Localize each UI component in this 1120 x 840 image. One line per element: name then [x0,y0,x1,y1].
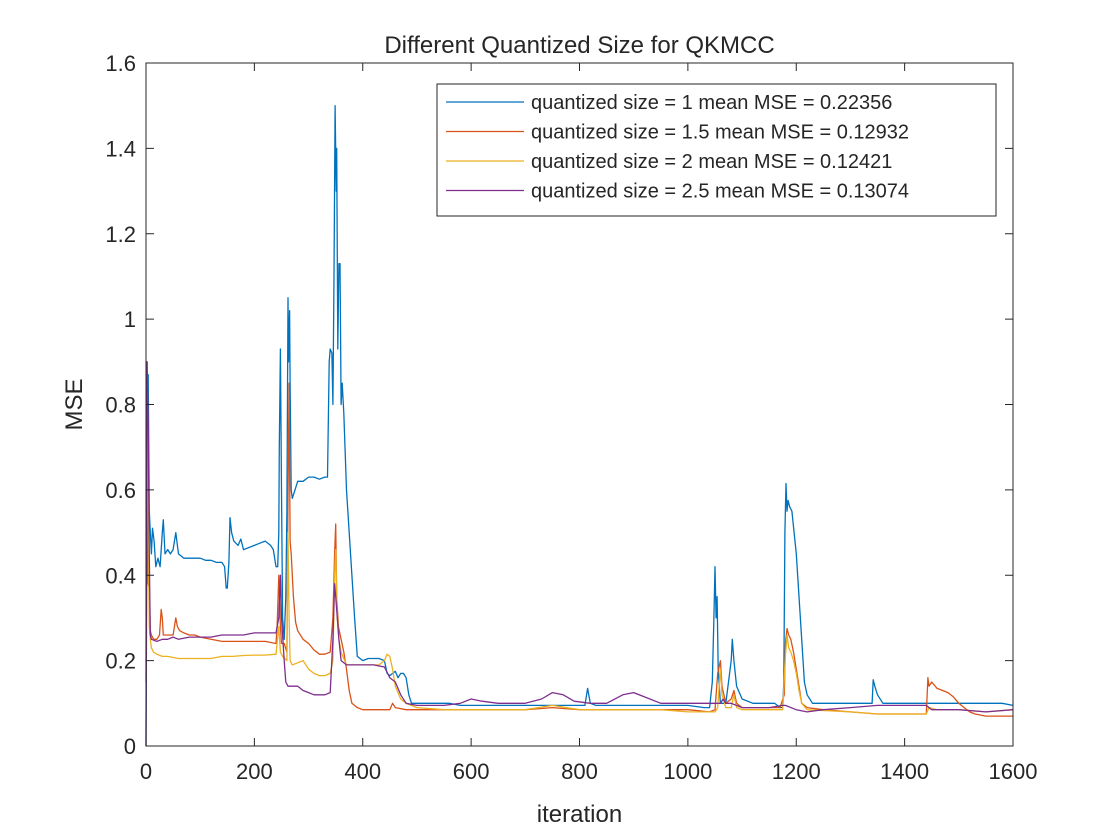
x-tick-label: 1600 [989,759,1038,784]
legend-label-1: quantized size = 1 mean MSE = 0.22356 [531,92,892,114]
y-tick-label: 1.2 [105,222,136,247]
chart-title: Different Quantized Size for QKMCC [384,32,774,59]
legend-label-2: quantized size = 1.5 mean MSE = 0.12932 [531,122,909,144]
legend-label-3: quantized size = 2 mean MSE = 0.12421 [531,151,892,173]
series-line-3 [145,361,1014,715]
y-axis-label: MSE [61,378,88,430]
legend: quantized size = 1 mean MSE = 0.22356 qua… [436,83,997,217]
y-tick-label: 1.4 [105,136,136,161]
y-tick-label: 0.2 [105,649,136,674]
y-tick-label: 0.6 [105,478,136,503]
legend-box [436,83,997,217]
y-axis-ticks: 0 0.2 0.4 0.6 0.8 1 1.2 1.4 1.6 [105,51,1013,759]
x-tick-label: 1200 [772,759,821,784]
y-tick-label: 0.8 [105,393,136,418]
legend-label-4: quantized size = 2.5 mean MSE = 0.13074 [531,181,909,203]
x-tick-label: 200 [236,759,273,784]
y-tick-label: 1 [124,307,136,332]
y-tick-label: 0.4 [105,563,136,588]
x-tick-label: 1400 [880,759,929,784]
y-tick-label: 0 [124,734,136,759]
legend-entries: quantized size = 1 mean MSE = 0.22356 qua… [446,92,909,203]
x-tick-label: 400 [344,759,381,784]
x-tick-label: 800 [561,759,598,784]
y-tick-label: 1.6 [105,51,136,76]
x-axis-ticks: 0 200 400 600 800 1000 1200 1400 1600 [140,63,1038,784]
series-line-4 [145,361,1014,747]
x-axis-label: iteration [537,801,622,828]
x-tick-label: 1000 [663,759,712,784]
x-tick-label: 0 [140,759,152,784]
x-tick-label: 600 [453,759,490,784]
series-lines [145,105,1014,747]
